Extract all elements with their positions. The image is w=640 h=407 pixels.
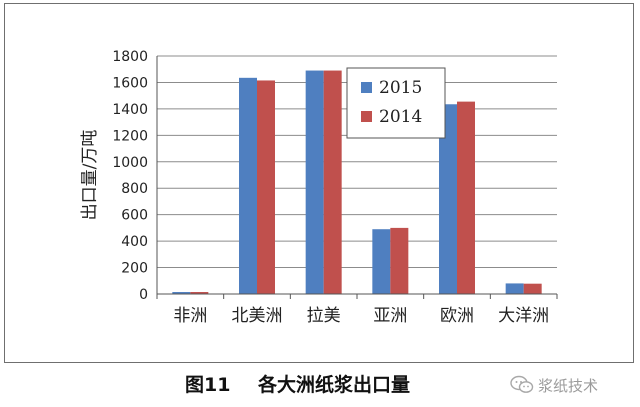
bar-2015-亚洲 xyxy=(372,229,391,294)
bar-chart: 0 200 400 600 800 1000 1200 1400 1600 1800 非洲 北美洲 拉… xyxy=(80,49,558,326)
x-category-label: 大洋洲 xyxy=(498,306,549,326)
x-category-label: 非洲 xyxy=(173,306,207,326)
x-category-label: 亚洲 xyxy=(373,306,407,326)
y-tick-label: 800 xyxy=(121,181,148,197)
y-tick-label: 1400 xyxy=(112,102,148,118)
y-axis-title: 出口量/万吨 xyxy=(80,130,100,221)
bar-2015-拉美 xyxy=(305,70,324,295)
figure-caption: 图11 各大洲纸浆出口量 xyxy=(0,368,640,400)
y-tick-label: 400 xyxy=(121,234,148,250)
y-tick-label: 1000 xyxy=(112,155,148,171)
bar-2014-北美洲 xyxy=(257,80,275,294)
bars xyxy=(172,70,542,295)
y-tick-label: 1600 xyxy=(112,75,148,91)
category-labels: 非洲 北美洲 拉美 亚洲 欧洲 大洋洲 xyxy=(173,306,549,326)
figure-number: 图11 xyxy=(185,374,231,396)
legend: 2015 2014 xyxy=(346,67,446,139)
y-tick-label: 1200 xyxy=(112,128,148,144)
y-tick-labels: 0 200 400 600 800 1000 1200 1400 1600 1800 xyxy=(112,49,148,303)
bar-2014-欧洲 xyxy=(457,101,475,294)
legend-label: 2014 xyxy=(379,107,422,127)
wechat-icon xyxy=(510,375,534,393)
y-tick-label: 1800 xyxy=(112,49,148,65)
legend-label: 2015 xyxy=(379,78,422,98)
axes xyxy=(156,56,558,299)
bar-2015-大洋洲 xyxy=(505,283,524,294)
chart-frame: 0 200 400 600 800 1000 1200 1400 1600 1800 非洲 北美洲 拉… xyxy=(4,3,634,363)
legend-box xyxy=(346,67,446,139)
bar-2014-拉美 xyxy=(323,70,342,295)
bar-2015-非洲 xyxy=(172,292,191,294)
y-tick-label: 0 xyxy=(139,287,148,303)
bar-2015-北美洲 xyxy=(239,77,257,294)
legend-swatch-2014 xyxy=(361,111,372,122)
watermark: 浆纸技术 xyxy=(510,374,598,396)
bar-2014-亚洲 xyxy=(390,227,409,294)
y-tick-label: 200 xyxy=(121,261,148,277)
bar-2014-非洲 xyxy=(190,292,209,294)
legend-swatch-2015 xyxy=(361,82,372,93)
x-category-label: 拉美 xyxy=(307,306,341,326)
bar-2014-大洋洲 xyxy=(523,283,542,294)
figure-title: 各大洲纸浆出口量 xyxy=(258,374,411,396)
y-tick-label: 600 xyxy=(121,208,148,224)
bar-2015-欧洲 xyxy=(439,104,457,294)
x-category-label: 北美洲 xyxy=(232,306,283,326)
x-category-label: 欧洲 xyxy=(440,306,474,326)
watermark-text: 浆纸技术 xyxy=(538,376,599,395)
